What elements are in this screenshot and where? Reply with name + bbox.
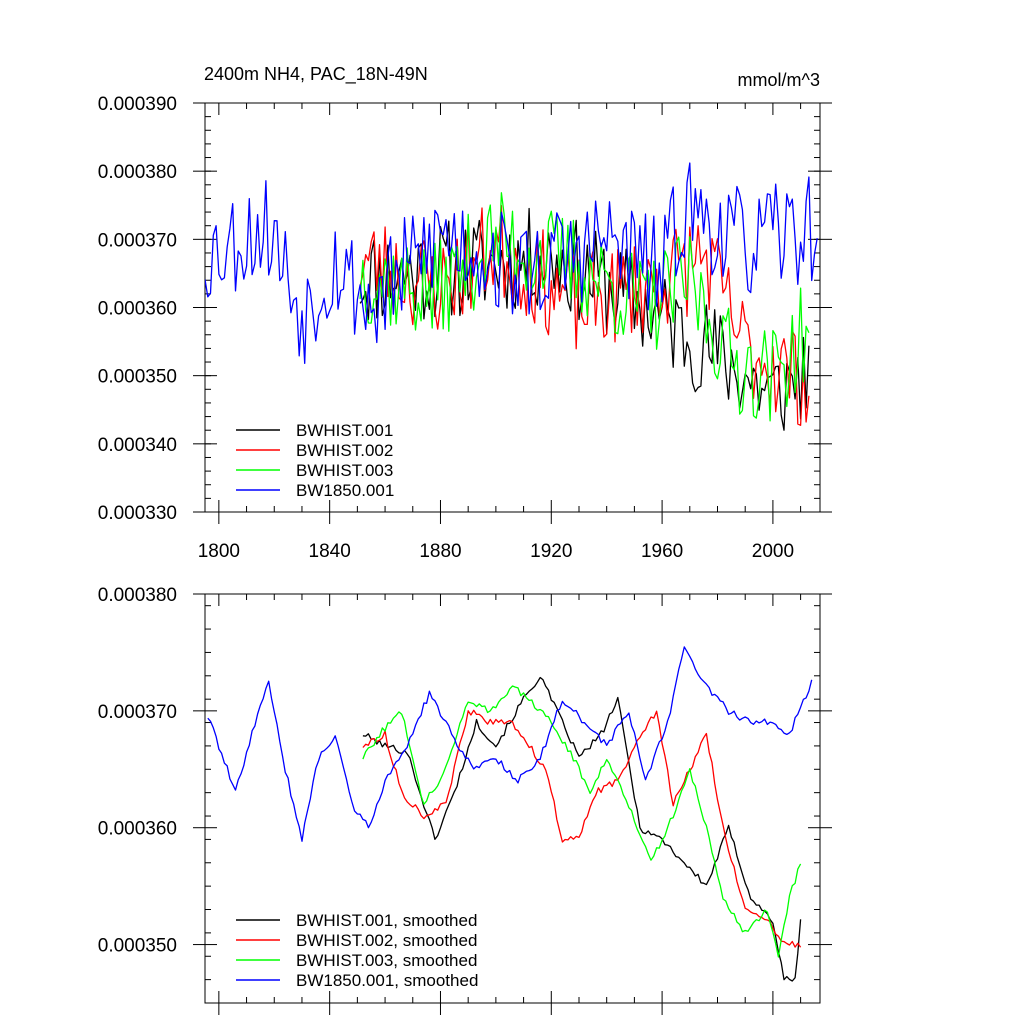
y-tick-label: 0.000360 — [98, 819, 177, 840]
series-line-bw1850-001-smoothed — [207, 646, 813, 842]
series-line-bw1850-001 — [205, 162, 818, 365]
series-line-bwhist-001-smoothed — [362, 676, 802, 982]
series-line-bwhist-002-smoothed — [362, 709, 802, 948]
y-tick-label: 0.000370 — [98, 230, 177, 251]
y-tick-label: 0.000350 — [98, 936, 177, 957]
legend-label: BWHIST.002, smoothed — [296, 931, 477, 950]
y-tick-label: 0.000380 — [98, 162, 177, 183]
y-tick-label: 0.000360 — [98, 299, 177, 320]
legend-label: BWHIST.003 — [296, 461, 393, 480]
x-tick-label: 1840 — [309, 541, 351, 562]
legend-label: BWHIST.002 — [296, 441, 393, 460]
x-tick-label: 1800 — [198, 541, 240, 562]
bottom-panel: 0.000350 0.000360 0.000370 0.000380 BWHIST.0… — [98, 585, 832, 1015]
legend-label: BWHIST.001 — [296, 421, 393, 440]
series-group — [205, 162, 818, 431]
x-tick-label: 1880 — [419, 541, 461, 562]
legend-label: BWHIST.001, smoothed — [296, 911, 477, 930]
y-tick-label: 0.000380 — [98, 585, 177, 606]
series-line-bwhist-003-smoothed — [362, 685, 802, 958]
x-tick-label: 1960 — [641, 541, 683, 562]
legend-label: BW1850.001, smoothed — [296, 971, 478, 990]
x-tick-label: 1920 — [530, 541, 572, 562]
legend-label: BWHIST.003, smoothed — [296, 951, 477, 970]
y-tick-label: 0.000350 — [98, 367, 177, 388]
plot-frame — [204, 593, 821, 1004]
series-line-bwhist-002 — [359, 205, 810, 426]
chart-title: 2400m NH4, PAC_18N-49N — [204, 64, 428, 84]
y-tick-label: 0.000340 — [98, 435, 177, 456]
y-tick-label: 0.000370 — [98, 702, 177, 723]
units-label: mmol/m^3 — [737, 70, 820, 90]
x-tick-label: 2000 — [752, 541, 794, 562]
series-line-bwhist-003 — [359, 192, 810, 422]
y-tick-label: 0.000390 — [98, 94, 177, 115]
series-group — [207, 646, 813, 982]
y-tick-label: 0.000330 — [98, 503, 177, 524]
legend-label: BW1850.001 — [296, 481, 394, 500]
top-panel: 1800 1840 1880 1920 1960 2000 0.000330 0.000340… — [98, 94, 832, 562]
